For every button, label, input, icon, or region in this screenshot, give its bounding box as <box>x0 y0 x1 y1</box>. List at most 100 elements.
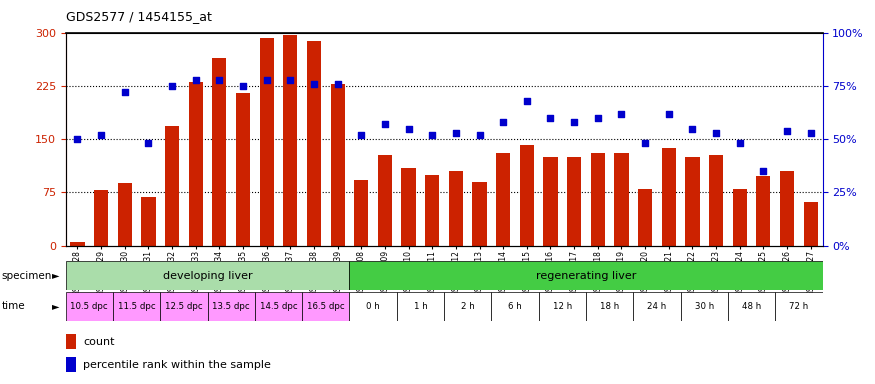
Bar <box>165 126 179 246</box>
Text: 14.5 dpc: 14.5 dpc <box>260 302 298 311</box>
Text: 48 h: 48 h <box>742 302 761 311</box>
Bar <box>496 154 510 246</box>
Bar <box>775 292 822 321</box>
Text: 13.5 dpc: 13.5 dpc <box>213 302 250 311</box>
Bar <box>160 292 207 321</box>
Bar <box>236 93 250 246</box>
Point <box>662 111 676 117</box>
Point <box>189 76 203 83</box>
Bar <box>638 189 652 246</box>
Point <box>378 121 392 127</box>
Bar <box>634 292 681 321</box>
Point <box>331 81 345 87</box>
Bar <box>396 292 444 321</box>
Bar <box>425 175 439 246</box>
Bar <box>780 171 794 246</box>
Point <box>284 76 298 83</box>
Text: 72 h: 72 h <box>789 302 808 311</box>
Text: percentile rank within the sample: percentile rank within the sample <box>83 360 271 370</box>
Bar <box>449 171 463 246</box>
Text: 6 h: 6 h <box>508 302 522 311</box>
Bar <box>94 190 108 246</box>
Text: 0 h: 0 h <box>367 302 380 311</box>
Bar <box>681 292 728 321</box>
Bar <box>213 58 227 246</box>
Point <box>142 141 156 147</box>
Text: developing liver: developing liver <box>163 270 252 281</box>
Bar <box>378 155 392 246</box>
Text: 2 h: 2 h <box>461 302 474 311</box>
Point <box>402 126 416 132</box>
Bar <box>567 157 581 246</box>
Bar <box>66 292 113 321</box>
Text: specimen: specimen <box>2 270 52 281</box>
Bar <box>614 154 628 246</box>
Text: 11.5 dpc: 11.5 dpc <box>118 302 156 311</box>
Text: 24 h: 24 h <box>648 302 667 311</box>
Bar <box>113 292 160 321</box>
Bar <box>189 83 203 246</box>
Text: regenerating liver: regenerating liver <box>536 270 636 281</box>
Point <box>496 119 510 125</box>
Bar <box>402 167 416 246</box>
Bar <box>728 292 775 321</box>
Bar <box>70 242 85 246</box>
Point <box>638 141 652 147</box>
Bar <box>302 292 349 321</box>
Text: time: time <box>2 301 25 311</box>
Point <box>425 132 439 138</box>
Point <box>614 111 628 117</box>
Point <box>449 130 463 136</box>
Point <box>307 81 321 87</box>
Bar <box>349 261 822 290</box>
Bar <box>307 41 321 246</box>
Bar <box>349 292 396 321</box>
Bar <box>732 189 747 246</box>
Bar <box>207 292 255 321</box>
Bar <box>586 292 634 321</box>
Bar <box>520 145 534 246</box>
Bar <box>473 182 487 246</box>
Point <box>94 132 108 138</box>
Point <box>165 83 179 89</box>
Bar <box>255 292 302 321</box>
Point <box>732 141 746 147</box>
Text: ►: ► <box>52 301 60 311</box>
Point <box>236 83 250 89</box>
Text: count: count <box>83 337 115 347</box>
Bar <box>260 38 274 246</box>
Bar <box>284 35 298 246</box>
Text: 18 h: 18 h <box>600 302 619 311</box>
Bar <box>117 183 132 246</box>
Text: ►: ► <box>52 270 60 281</box>
Text: 12.5 dpc: 12.5 dpc <box>165 302 203 311</box>
Bar <box>444 292 492 321</box>
Point <box>567 119 581 125</box>
Point <box>260 76 274 83</box>
Point <box>354 132 368 138</box>
Point <box>756 168 770 174</box>
Point <box>543 115 557 121</box>
Bar <box>354 180 368 246</box>
Point <box>213 76 227 83</box>
Point <box>709 130 723 136</box>
Bar <box>591 154 605 246</box>
Bar <box>709 155 723 246</box>
Text: 12 h: 12 h <box>553 302 572 311</box>
Bar <box>543 157 557 246</box>
Text: 16.5 dpc: 16.5 dpc <box>307 302 345 311</box>
Bar <box>756 176 771 246</box>
Point <box>803 130 817 136</box>
Bar <box>803 202 818 246</box>
Bar <box>662 148 676 246</box>
Bar <box>66 334 76 349</box>
Bar <box>66 357 76 372</box>
Point <box>473 132 487 138</box>
Point <box>71 136 85 142</box>
Bar <box>539 292 586 321</box>
Point <box>520 98 534 104</box>
Point <box>591 115 605 121</box>
Point <box>780 127 794 134</box>
Point <box>118 89 132 95</box>
Text: 30 h: 30 h <box>695 302 714 311</box>
